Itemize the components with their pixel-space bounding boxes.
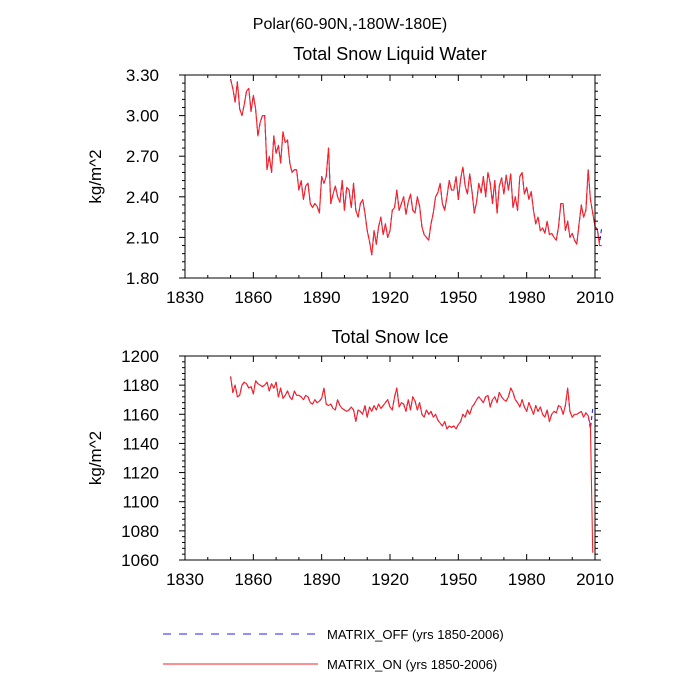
y-tick-label: 1160 [122,405,159,424]
y-tick-label: 2.40 [126,188,159,207]
y-tick-label: 1.80 [126,269,159,288]
y-tick-label: 3.30 [126,66,159,85]
panel-snow-liquid-water: Total Snow Liquid Water kg/m^2 1830 1860 189… [86,44,614,307]
legend-label-matrix-on: MATRIX_ON (yrs 1850-2006) [327,657,497,672]
y-tick-label: 1060 [121,551,159,570]
x-tick-label: 1830 [166,288,204,307]
series-line-matrix-on [230,376,594,553]
legend: MATRIX_OFF (yrs 1850-2006) MATRIX_ON (yr… [163,627,504,672]
x-tick-label: 1920 [371,570,409,589]
y-axis-label: kg/m^2 [86,431,105,485]
y-tick-label: 2.10 [126,228,159,247]
y-tick-label: 1140 [122,434,159,453]
x-tick-label: 1920 [371,288,409,307]
chart-title: Total Snow Liquid Water [293,44,486,64]
x-tick-label: 1860 [234,288,272,307]
y-tick-label: 1080 [121,522,159,541]
y-tick-label: 1200 [121,347,159,366]
y-tick-label: 1180 [122,376,159,395]
panel-snow-ice: Total Snow Ice kg/m^2 1830 1860 1890 1920 1950… [86,327,614,589]
x-tick-label: 1860 [234,570,272,589]
y-tick-label: 1120 [122,464,159,483]
x-tick-label: 1950 [439,570,477,589]
plot-frame [184,74,596,279]
x-tick-label: 1890 [303,570,341,589]
x-tick-label: 1890 [303,288,341,307]
chart-title: Total Snow Ice [331,327,448,347]
x-tick-label: 1830 [166,570,204,589]
x-tick-label: 1980 [508,570,546,589]
y-tick-label: 1100 [122,493,159,512]
x-tick-label: 2010 [576,288,614,307]
y-tick-label: 3.00 [126,107,159,126]
y-axis-label: kg/m^2 [86,149,105,203]
x-tick-label: 1950 [439,288,477,307]
y-tick-label: 2.70 [126,147,159,166]
series-line-matrix-on [230,78,602,256]
legend-label-matrix-off: MATRIX_OFF (yrs 1850-2006) [327,627,504,642]
figure-title: Polar(60-90N,-180W-180E) [253,16,447,33]
x-tick-label: 2010 [576,570,614,589]
x-tick-label: 1980 [508,288,546,307]
plot-frame [184,355,596,561]
